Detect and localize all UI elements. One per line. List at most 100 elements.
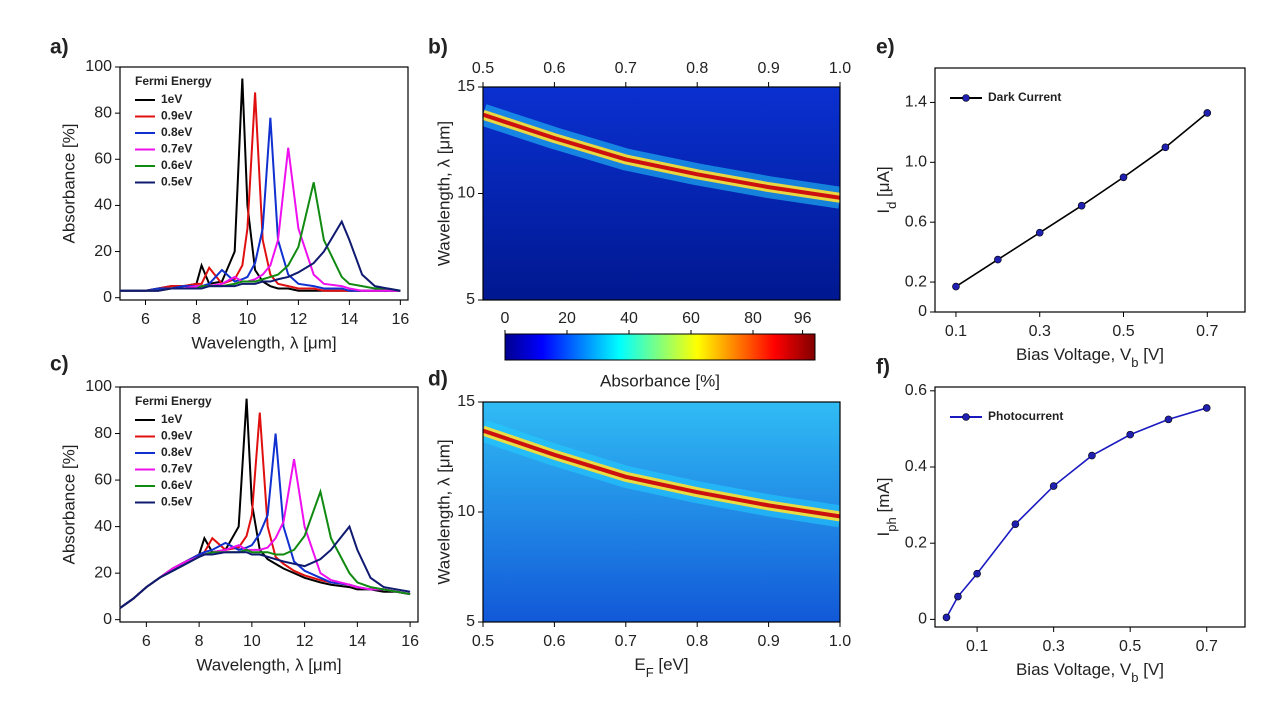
y-axis-label-sub: ph	[884, 517, 899, 531]
panel-label: d)	[428, 368, 448, 391]
y-tick-label: 10	[457, 503, 475, 520]
ridge	[483, 112, 840, 200]
x-tick-label: 8	[195, 633, 204, 650]
series-line	[945, 407, 1207, 618]
y-tick-label: 15	[457, 78, 475, 95]
y-axis-label: Wavelength, λ [μm]	[434, 121, 453, 266]
marker	[973, 569, 981, 578]
y-tick-label: 100	[85, 58, 112, 75]
colorbar-tick-label: 40	[620, 310, 638, 327]
panel-label: b)	[428, 36, 448, 59]
x-axis-label: Wavelength, λ [μm]	[196, 655, 341, 674]
panel-label: f)	[876, 356, 890, 379]
y-tick-label: 0	[918, 611, 927, 628]
colorbar-tick-label: 0	[501, 310, 510, 327]
panel-label: e)	[876, 36, 895, 59]
x-tick-label: 0.6	[543, 60, 565, 77]
y-tick-label: 100	[85, 378, 112, 395]
colorbar	[504, 333, 816, 361]
x-tick-label: 0.8	[686, 633, 708, 650]
plot-frame	[119, 66, 409, 301]
x-tick-label: 0.3	[1029, 323, 1051, 340]
series-line	[120, 219, 401, 292]
y-tick-label: 40	[94, 518, 112, 535]
x-axis-label-main: Bias Voltage, V	[1016, 345, 1132, 364]
plot-frame	[119, 386, 419, 623]
x-tick-label: 0.1	[966, 638, 988, 655]
colorbar-tick-label: 60	[682, 310, 700, 327]
x-tick-label: 0.9	[757, 633, 779, 650]
y-tick-label: 5	[466, 613, 475, 630]
y-axis-label: Absorbance [%]	[59, 123, 78, 243]
x-tick-label: 0.7	[1196, 323, 1218, 340]
legend-label: 0.9eV	[161, 109, 192, 123]
x-tick-label: 0.5	[1119, 638, 1141, 655]
panel-label: c)	[50, 353, 69, 376]
y-tick-label: 0	[918, 303, 927, 320]
y-tick-label: 0.6	[905, 382, 927, 399]
y-tick-label: 1.0	[905, 154, 927, 171]
marker	[954, 592, 962, 601]
x-tick-label: 6	[142, 633, 151, 650]
y-tick-label: 0.6	[905, 213, 927, 230]
x-tick-label: 14	[348, 633, 366, 650]
x-axis-label-rest: [eV]	[654, 655, 689, 674]
legend-label: Dark Current	[988, 90, 1061, 104]
legend-title: Fermi Energy	[135, 74, 212, 88]
y-tick-label: 10	[457, 185, 475, 202]
x-axis-label: Wavelength, λ [μm]	[191, 333, 336, 352]
y-tick-label: 1.4	[905, 94, 927, 111]
y-axis-label-main: I	[874, 532, 893, 537]
x-tick-label: 16	[391, 311, 409, 328]
series-line	[955, 112, 1208, 288]
x-tick-label: 0.5	[472, 633, 494, 650]
marker	[952, 282, 960, 291]
legend-label: 0.8eV	[161, 445, 192, 459]
marker	[994, 255, 1002, 264]
marker	[1126, 430, 1134, 439]
y-axis-label-main: I	[874, 209, 893, 214]
marker	[1077, 201, 1086, 210]
legend-marker	[962, 94, 970, 102]
x-tick-label: 8	[192, 311, 201, 328]
x-tick-label: 14	[340, 311, 358, 328]
y-axis-label-sub: d	[884, 202, 899, 209]
y-axis-label: Id [μA]	[874, 166, 898, 213]
x-tick-label: 0.1	[945, 323, 967, 340]
x-tick-label: 16	[401, 633, 419, 650]
x-axis-label-main: E	[634, 655, 645, 674]
marker	[1035, 228, 1044, 237]
plot-frame	[934, 67, 1246, 313]
marker	[1164, 415, 1173, 424]
legend-label: 0.5eV	[161, 495, 192, 509]
panel-label: a)	[50, 36, 69, 59]
x-axis-label: Bias Voltage, Vb [V]	[1016, 345, 1164, 369]
y-tick-label: 60	[94, 150, 112, 167]
x-tick-label: 6	[141, 311, 150, 328]
y-axis-label: Absorbance [%]	[59, 444, 78, 564]
legend-label: 0.6eV	[161, 478, 192, 492]
series-line	[119, 458, 411, 609]
y-tick-label: 0.2	[905, 273, 927, 290]
series-line	[119, 524, 411, 609]
legend-title: Fermi Energy	[135, 394, 212, 408]
x-axis-label: EF [eV]	[634, 655, 688, 679]
y-tick-label: 0.4	[905, 458, 927, 475]
x-tick-label: 0.6	[543, 633, 565, 650]
x-tick-label: 1.0	[829, 633, 851, 650]
marker	[1011, 520, 1020, 528]
y-tick-label: 0.2	[905, 534, 927, 551]
x-axis-label-rest: [V]	[1139, 345, 1165, 364]
colorbar-tick-label: 80	[744, 310, 762, 327]
y-axis-label: Wavelength, λ [μm]	[434, 439, 453, 584]
x-axis-label-sub: F	[646, 665, 654, 680]
y-tick-label: 80	[94, 425, 112, 442]
x-tick-label: 0.5	[1112, 323, 1134, 340]
plot-frame	[934, 386, 1246, 628]
legend-label: Photocurrent	[988, 409, 1063, 423]
x-tick-label: 0.9	[757, 60, 779, 77]
legend-label: 0.5eV	[161, 175, 192, 189]
y-tick-label: 60	[94, 471, 112, 488]
y-axis-label: Iph [mA]	[874, 478, 898, 537]
